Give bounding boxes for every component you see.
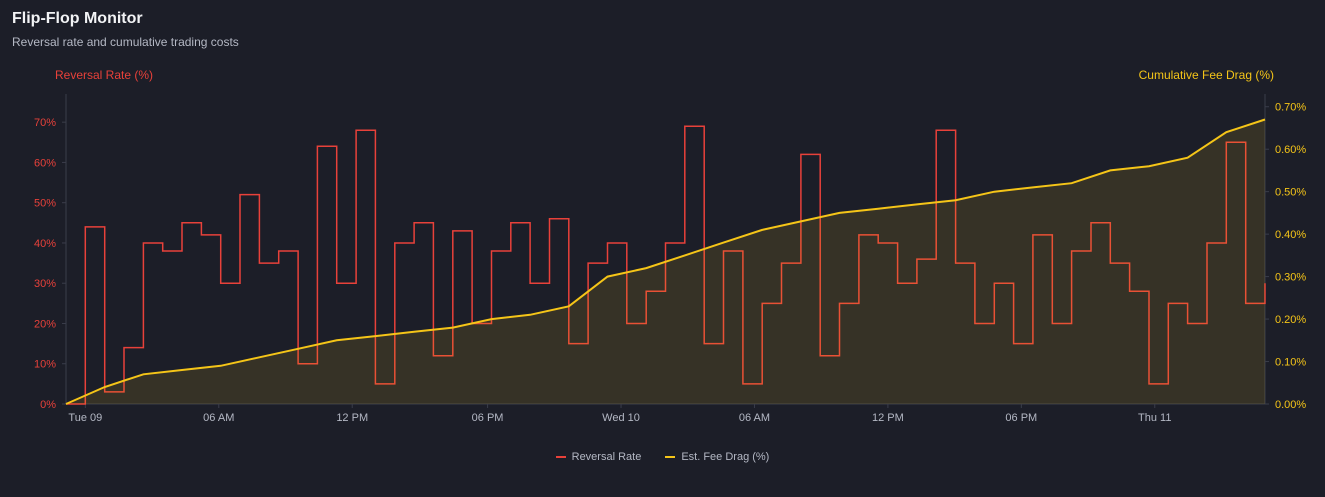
left-tick-label: 50% [34,198,56,210]
series-line-fee-drag [65,118,1266,405]
right-tick-label: 0.30% [1275,272,1306,284]
right-tick-label: 0.20% [1275,314,1306,326]
series-line-reversal-rate [66,125,1266,405]
x-tick-label: 06 PM [472,412,504,424]
x-tick-label: 06 PM [1005,412,1037,424]
right-tick-label: 0.60% [1275,144,1306,156]
left-tick-label: 40% [34,238,56,250]
legend-label-reversal-rate: Reversal Rate [571,451,642,463]
left-tick-label: 20% [34,318,56,330]
chart-subtitle: Reversal rate and cumulative trading cos… [12,35,239,49]
chart-title: Flip-Flop Monitor [12,10,143,27]
right-tick-label: 0.40% [1275,229,1306,241]
legend-item-reversal-rate[interactable]: Reversal Rate [555,451,642,463]
x-tick-label: 12 PM [336,412,368,424]
chart-legend: Reversal Rate Est. Fee Drag (%) [0,451,1325,463]
left-axis-title: Reversal Rate (%) [55,68,154,82]
right-tick-label: 0.50% [1275,187,1306,199]
legend-swatch-reversal-rate [555,456,566,458]
x-tick-label: 12 PM [872,412,904,424]
right-tick-label: 0.10% [1275,357,1306,369]
x-tick-label: Wed 10 [602,412,640,424]
legend-label-fee-drag: Est. Fee Drag (%) [681,451,770,463]
right-axis-title: Cumulative Fee Drag (%) [1138,68,1274,82]
x-tick-label: 06 AM [739,412,770,424]
right-tick-label: 0.00% [1275,399,1306,411]
left-tick-label: 70% [34,117,56,129]
left-tick-label: 30% [34,278,56,290]
legend-item-fee-drag[interactable]: Est. Fee Drag (%) [665,451,769,463]
left-tick-label: 10% [34,359,56,371]
legend-swatch-fee-drag [665,456,676,458]
left-tick-label: 60% [34,157,56,169]
x-tick-label: 06 AM [203,412,234,424]
left-tick-label: 0% [40,399,56,411]
x-tick-label: Thu 11 [1138,412,1171,424]
x-tick-label: Tue 09 [68,412,102,424]
right-tick-label: 0.70% [1275,102,1306,114]
